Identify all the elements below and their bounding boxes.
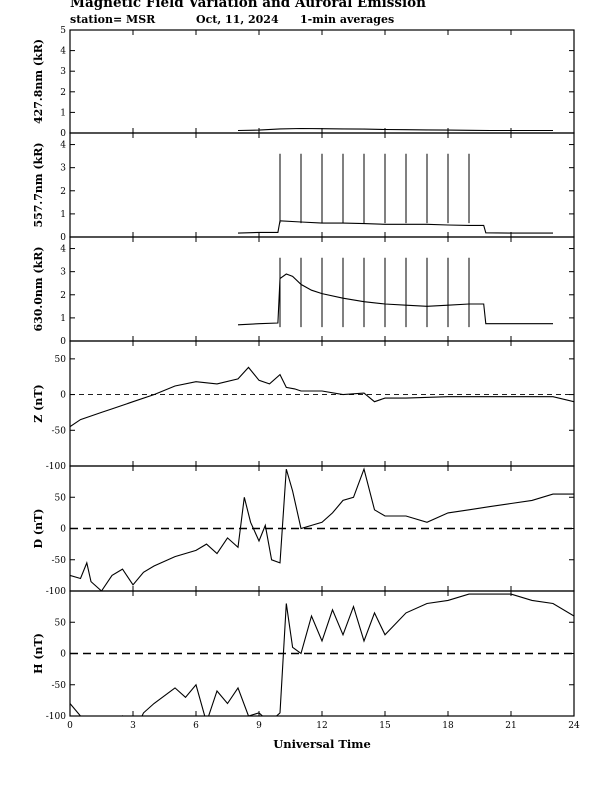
y-tick-label-630nm: 4	[60, 245, 66, 255]
y-axis-label-427nm: 427.8nm (kR)	[32, 39, 45, 124]
y-tick-label-427nm: 5	[60, 26, 66, 36]
y-tick-label-h: 50	[55, 618, 67, 628]
series-line-d	[70, 467, 574, 591]
chart-header: Magnetic Field Variation and Auroral Emi…	[0, 0, 612, 30]
series-line-630nm	[237, 273, 553, 326]
x-tick-label: 24	[568, 721, 580, 731]
y-tick-label-h: -50	[52, 681, 67, 691]
y-tick-label-427nm: 0	[60, 129, 66, 139]
x-tick-label: 21	[505, 721, 516, 731]
panel-frame-z	[69, 340, 575, 467]
y-tick-label-557nm: 2	[60, 187, 66, 197]
y-tick-label-h: 0	[60, 650, 66, 660]
panel-frame-427nm	[69, 29, 575, 134]
x-tick-label: 0	[67, 721, 73, 731]
x-tick-label: 18	[442, 721, 454, 731]
y-tick-label-630nm: 0	[60, 337, 66, 347]
x-tick-label: 6	[193, 721, 199, 731]
y-axis-label-d: D (nT)	[32, 509, 45, 549]
averaging-label: 1-min averages	[300, 13, 395, 26]
y-tick-label-557nm: 3	[60, 164, 66, 174]
y-tick-label-h: -100	[46, 712, 66, 722]
y-tick-label-427nm: 4	[60, 47, 66, 57]
station-label: station= MSR	[70, 13, 156, 26]
x-tick-label: 9	[256, 721, 262, 731]
x-tick-label: 15	[379, 721, 391, 731]
y-tick-label-d: 0	[60, 525, 66, 535]
y-tick-label-427nm: 1	[60, 108, 66, 118]
y-axis-label-630nm: 630.0nm (kR)	[32, 246, 45, 331]
y-tick-label-z: 50	[55, 355, 67, 365]
y-tick-label-z: 0	[60, 391, 66, 401]
series-line-427nm	[237, 127, 553, 132]
y-tick-label-557nm: 1	[60, 210, 66, 220]
y-tick-label-630nm: 1	[60, 314, 66, 324]
y-tick-label-z: -100	[46, 462, 66, 472]
y-tick-label-427nm: 3	[60, 67, 66, 77]
y-tick-label-630nm: 2	[60, 291, 66, 301]
chart-title: Magnetic Field Variation and Auroral Emi…	[70, 0, 426, 11]
y-tick-label-d: -50	[52, 556, 67, 566]
y-axis-label-h: H (nT)	[32, 633, 45, 674]
y-axis-label-557nm: 557.7nm (kR)	[32, 142, 45, 227]
y-tick-label-557nm: 0	[60, 233, 66, 243]
series-line-z	[70, 366, 574, 428]
y-tick-label-557nm: 4	[60, 141, 66, 151]
y-axis-label-z: Z (nT)	[32, 384, 45, 422]
y-tick-label-427nm: 2	[60, 88, 66, 98]
series-line-557nm	[237, 220, 553, 234]
y-tick-label-d: 50	[55, 493, 67, 503]
x-tick-label: 12	[316, 721, 327, 731]
y-tick-label-z: -50	[52, 426, 67, 436]
series-line-h	[70, 593, 574, 716]
y-tick-label-630nm: 3	[60, 268, 66, 278]
date-label: Oct, 11, 2024	[196, 13, 279, 26]
x-tick-label: 3	[130, 721, 136, 731]
y-tick-label-d: -100	[46, 587, 66, 597]
x-axis-label: Universal Time	[273, 737, 371, 751]
